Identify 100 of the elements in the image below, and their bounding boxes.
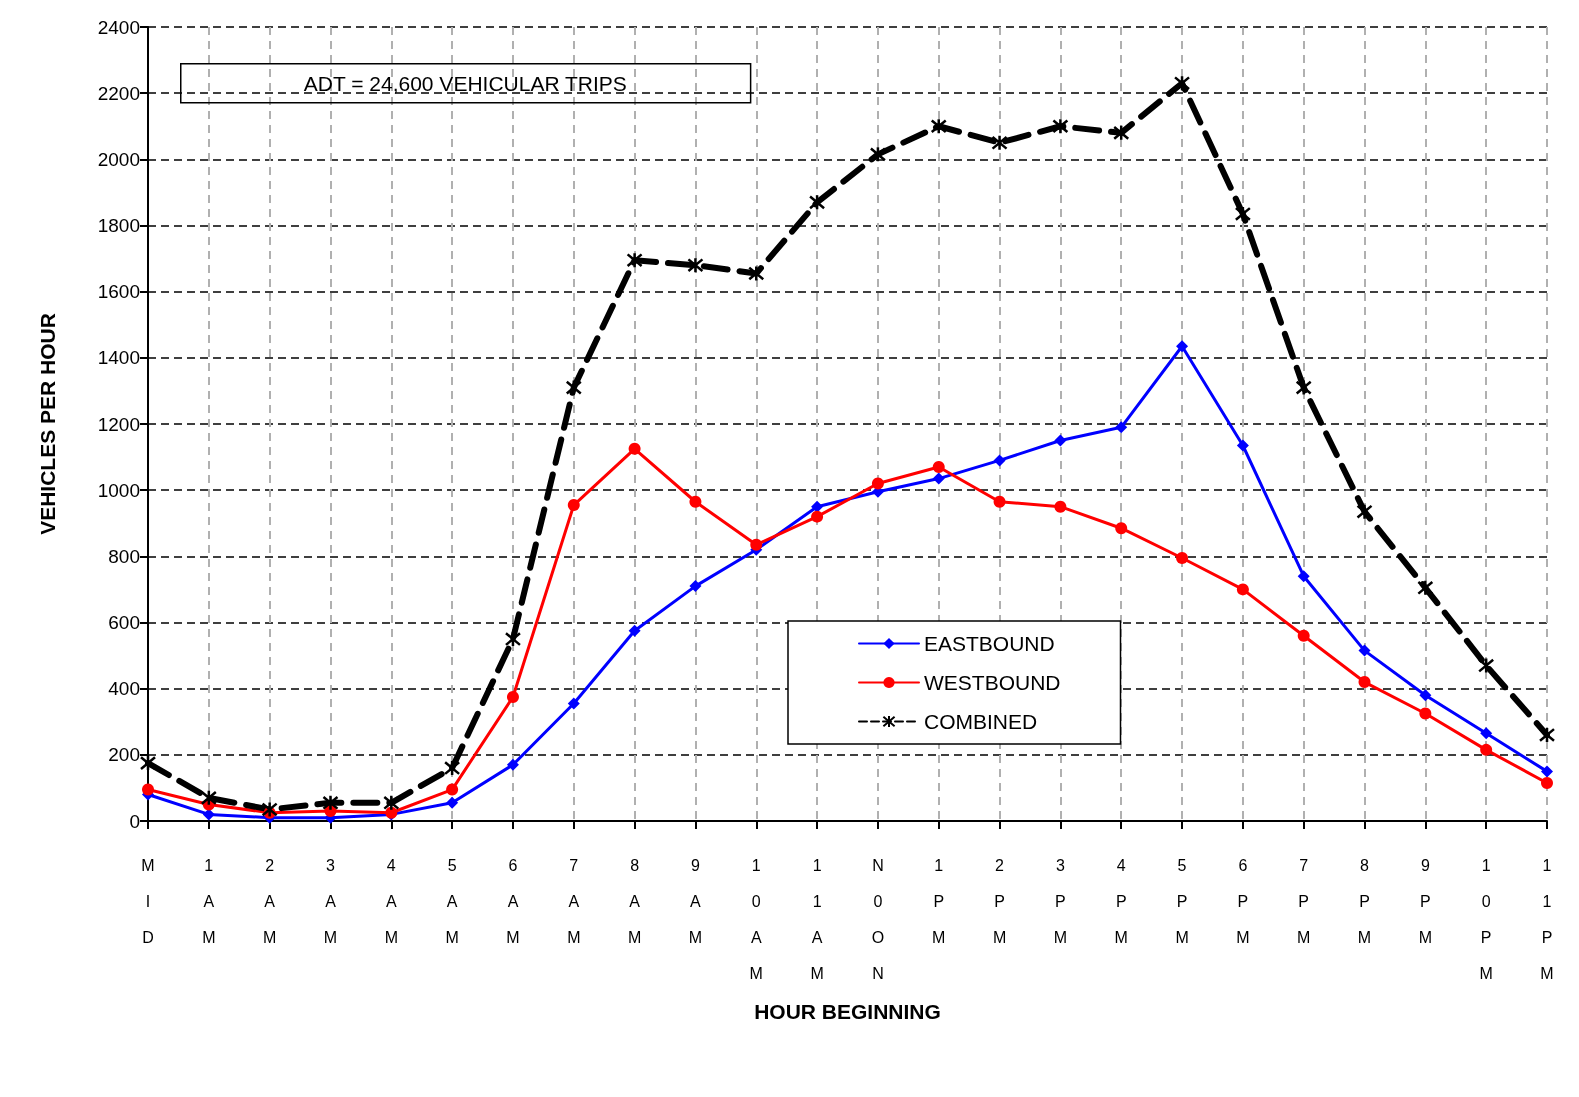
point: [811, 510, 824, 523]
point: [1176, 340, 1189, 353]
point: [1054, 500, 1067, 513]
y-tick-label: 2200: [97, 82, 140, 104]
point: [993, 454, 1006, 467]
point: [1115, 522, 1128, 535]
point: [1115, 421, 1128, 434]
y-tick-label: 1200: [97, 413, 140, 435]
x-tick-label: 9PM: [1418, 856, 1433, 946]
annotation: ADT = 24,600 VEHICULAR TRIPS: [303, 71, 627, 95]
point: [1236, 583, 1249, 596]
point: [139, 754, 157, 772]
point: [932, 472, 945, 485]
x-tick-label: 11AM: [810, 856, 824, 982]
y-tick-label: 1000: [97, 479, 140, 501]
point: [506, 758, 519, 771]
x-tick-label: 2AM: [262, 856, 277, 946]
point: [687, 256, 704, 274]
point: [1297, 570, 1310, 583]
point: [1358, 644, 1371, 657]
x-tick-label: 3PM: [1053, 856, 1068, 946]
point: [1538, 726, 1556, 744]
point: [808, 194, 826, 211]
x-tick-label: 11PM: [1540, 856, 1554, 982]
x-tick-label: 10AM: [749, 856, 763, 982]
point: [991, 134, 1008, 152]
x-tick-label: 10PM: [1479, 856, 1493, 982]
x-tick-label: 5AM: [445, 856, 459, 946]
point: [1541, 765, 1553, 778]
x-tick-label: 4PM: [1114, 856, 1128, 946]
point: [1541, 776, 1553, 789]
x-tick-label: 8AM: [627, 856, 642, 946]
point: [383, 794, 400, 812]
x-tick-label: 5PM: [1175, 856, 1189, 946]
point: [689, 495, 702, 508]
point: [748, 265, 765, 282]
y-tick-label: 2400: [97, 16, 140, 38]
point: [628, 624, 641, 637]
legend-label: COMBINED: [924, 710, 1038, 733]
y-tick-label: 1800: [97, 215, 140, 236]
point: [1054, 434, 1067, 447]
point: [1419, 689, 1432, 702]
x-tick-label: 1AM: [202, 856, 216, 946]
point: [261, 801, 278, 818]
point: [1417, 579, 1434, 597]
point: [1480, 743, 1493, 756]
point: [565, 379, 583, 396]
point: [871, 477, 884, 490]
x-tick-label: MID: [141, 856, 155, 946]
legend-label: WESTBOUND: [924, 671, 1061, 694]
point: [1176, 551, 1189, 564]
point: [200, 789, 218, 807]
x-tick-label: 9AM: [688, 856, 703, 946]
point: [567, 697, 580, 710]
y-tick-label: 0: [129, 810, 140, 832]
point: [443, 759, 461, 777]
point: [1356, 503, 1373, 520]
point: [626, 251, 643, 269]
point: [750, 538, 763, 551]
x-tick-label: 2PM: [992, 856, 1007, 946]
point: [869, 146, 887, 163]
point: [446, 783, 459, 796]
point: [628, 442, 641, 455]
point: [1052, 118, 1069, 135]
point: [993, 495, 1006, 508]
point: [1112, 124, 1130, 142]
x-tick-label: 7PM: [1297, 856, 1311, 946]
point: [1419, 707, 1432, 720]
x-axis-title: HOUR BEGINNING: [754, 1000, 941, 1023]
point: [567, 499, 580, 512]
x-tick-label: 6PM: [1236, 856, 1250, 946]
point: [1173, 74, 1191, 92]
point: [1295, 379, 1312, 396]
y-tick-label: 2000: [97, 148, 140, 170]
y-tick-label: 800: [108, 545, 140, 567]
y-tick-label: 1600: [97, 281, 140, 303]
point: [504, 630, 522, 648]
y-tick-label: 200: [108, 744, 140, 766]
x-tick-label: N0ON: [871, 856, 885, 982]
point: [930, 118, 947, 135]
y-axis-title: VEHICLES PER HOUR: [36, 313, 59, 535]
point: [1236, 439, 1249, 452]
point: [446, 796, 459, 809]
y-tick-label: 400: [108, 678, 140, 700]
point: [1477, 657, 1495, 674]
point: [1234, 205, 1252, 223]
x-tick-label: 8PM: [1357, 856, 1372, 946]
point: [932, 461, 945, 473]
x-tick-label: 3AM: [323, 856, 338, 946]
x-tick-label: 4AM: [384, 856, 398, 946]
point: [142, 783, 154, 796]
point: [1480, 727, 1493, 740]
point: [506, 690, 519, 703]
x-tick-label: 7AM: [567, 856, 581, 946]
y-tick-label: 1400: [97, 347, 140, 369]
x-tick-label: 1PM: [932, 856, 946, 946]
x-tick-label: 6AM: [506, 856, 520, 946]
point: [689, 580, 702, 593]
y-tick-label: 600: [108, 612, 140, 633]
point: [322, 794, 339, 812]
